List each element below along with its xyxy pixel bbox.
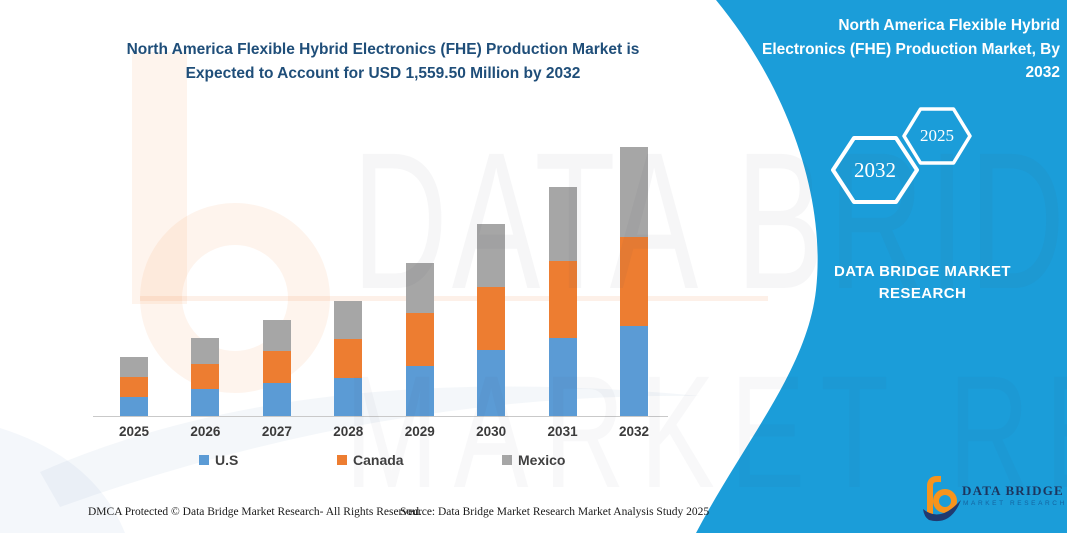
x-axis-label-2025: 2025 — [118, 424, 150, 439]
bar-2032-canada — [620, 236, 648, 326]
x-axis-label-2032: 2032 — [618, 424, 650, 439]
bar-2027-mexico — [262, 319, 291, 351]
hexagon-2025-icon — [902, 107, 972, 165]
legend-swatch-icon — [502, 455, 512, 465]
bar-2032-us — [620, 325, 648, 416]
chart-headline-line1: North America Flexible Hybrid Electronic… — [126, 41, 640, 58]
watermark-databridge-text: DATA BRIDGE — [352, 112, 1067, 330]
footer-source: Source: Data Bridge Market Research Mark… — [400, 506, 710, 518]
chart-headline: North America Flexible Hybrid Electronic… — [88, 38, 678, 86]
bar-2030-mexico — [477, 224, 506, 287]
bar-2029-us — [405, 365, 434, 416]
x-axis-label-2029: 2029 — [404, 424, 435, 439]
legend-label: Canada — [353, 452, 404, 468]
bar-2027 — [262, 319, 291, 416]
x-axis-label-2030: 2030 — [476, 424, 507, 439]
side-panel-title: North America Flexible Hybrid Electronic… — [718, 14, 1060, 85]
databridge-logo-icon — [923, 476, 961, 522]
bar-2032-mexico — [620, 147, 648, 237]
hexagon-2032-label: 2032 — [854, 158, 896, 182]
bar-2031-us — [548, 338, 577, 416]
x-axis-label-2026: 2026 — [190, 424, 221, 439]
legend-item-canada: Canada — [337, 452, 404, 468]
x-axis-label-2031: 2031 — [547, 424, 578, 439]
hexagon-2032-icon — [831, 136, 919, 204]
logo-wordmark: DATA BRIDGE — [962, 483, 1064, 498]
legend-item-mexico: Mexico — [502, 452, 565, 468]
bar-2028 — [334, 301, 363, 416]
logo-tagline: MARKET RESEARCH — [963, 500, 1067, 507]
bar-2029 — [405, 263, 434, 416]
bar-2031-mexico — [548, 187, 577, 262]
bar-2028-us — [334, 378, 363, 416]
side-panel-title-line1: North America Flexible Hybrid — [838, 17, 1060, 34]
legend-swatch-icon — [337, 455, 347, 465]
bar-2030 — [477, 224, 506, 416]
brand-name: DATA BRIDGE MARKET RESEARCH — [790, 261, 1055, 305]
bar-2029-mexico — [405, 263, 434, 314]
hexagon-2025-label: 2025 — [920, 126, 954, 145]
x-axis-label-2027: 2027 — [261, 424, 292, 439]
bar-2030-canada — [477, 286, 506, 350]
bar-2028-mexico — [334, 301, 363, 340]
bar-2025-mexico — [120, 357, 148, 378]
brand-name-line1: DATA BRIDGE MARKET — [834, 263, 1011, 280]
bar-2025-canada — [120, 377, 148, 398]
x-axis-label-2028: 2028 — [333, 424, 364, 439]
legend-swatch-icon — [199, 455, 209, 465]
bar-2031 — [548, 187, 577, 416]
bar-2027-canada — [262, 350, 291, 384]
footer-copyright: DMCA Protected © Data Bridge Market Rese… — [88, 506, 422, 518]
bar-2025 — [120, 357, 148, 416]
bar-2030-us — [477, 349, 506, 416]
x-axis-line — [93, 416, 668, 417]
bar-2026-us — [191, 389, 220, 416]
side-panel-title-line2: Electronics (FHE) Production Market, By — [762, 40, 1060, 58]
bar-2025-us — [120, 397, 148, 416]
watermark-marketresearch-text: MARKET RESEARCH — [345, 352, 1067, 512]
side-panel-title-line3: 2032 — [1025, 64, 1060, 81]
legend-item-us: U.S — [199, 452, 238, 468]
bar-2029-canada — [405, 313, 434, 366]
bar-2026-mexico — [191, 338, 220, 365]
bar-2027-us — [262, 383, 291, 416]
chart-headline-line2: Expected to Account for USD 1,559.50 Mil… — [185, 65, 581, 82]
bar-2026-canada — [191, 364, 220, 390]
bar-2026 — [191, 338, 220, 416]
legend-label: U.S — [215, 452, 239, 468]
bar-2031-canada — [548, 261, 577, 339]
bar-2028-canada — [334, 339, 363, 379]
bar-2032 — [620, 147, 648, 416]
legend-label: Mexico — [518, 452, 566, 468]
brand-name-line2: RESEARCH — [878, 285, 967, 302]
